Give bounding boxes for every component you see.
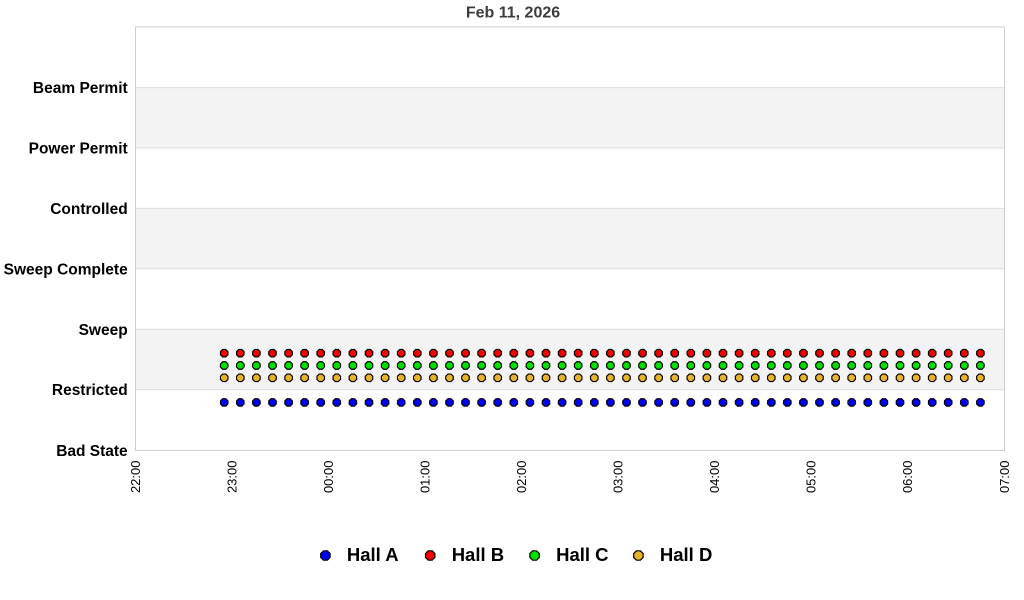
svg-text:Hall A: Hall A — [347, 544, 399, 565]
svg-text:Sweep Complete: Sweep Complete — [4, 261, 128, 278]
svg-text:06:00: 06:00 — [900, 461, 915, 494]
svg-text:04:00: 04:00 — [707, 461, 722, 494]
svg-text:05:00: 05:00 — [804, 461, 819, 494]
svg-text:Sweep: Sweep — [79, 322, 128, 339]
svg-text:Bad State: Bad State — [56, 443, 128, 460]
svg-text:Power Permit: Power Permit — [29, 141, 128, 158]
svg-text:03:00: 03:00 — [611, 461, 626, 494]
svg-text:Hall B: Hall B — [452, 544, 504, 565]
svg-text:Hall D: Hall D — [660, 544, 712, 565]
svg-text:Controlled: Controlled — [50, 201, 128, 218]
svg-text:Restricted: Restricted — [52, 382, 128, 399]
svg-text:22:00: 22:00 — [128, 461, 143, 494]
svg-text:Beam Permit: Beam Permit — [33, 80, 128, 97]
svg-text:00:00: 00:00 — [321, 461, 336, 494]
svg-text:Feb 11, 2026: Feb 11, 2026 — [466, 5, 560, 22]
svg-text:02:00: 02:00 — [514, 461, 529, 494]
svg-text:23:00: 23:00 — [224, 461, 239, 494]
svg-text:Hall C: Hall C — [556, 544, 608, 565]
svg-text:07:00: 07:00 — [997, 461, 1012, 494]
svg-text:01:00: 01:00 — [418, 461, 433, 494]
